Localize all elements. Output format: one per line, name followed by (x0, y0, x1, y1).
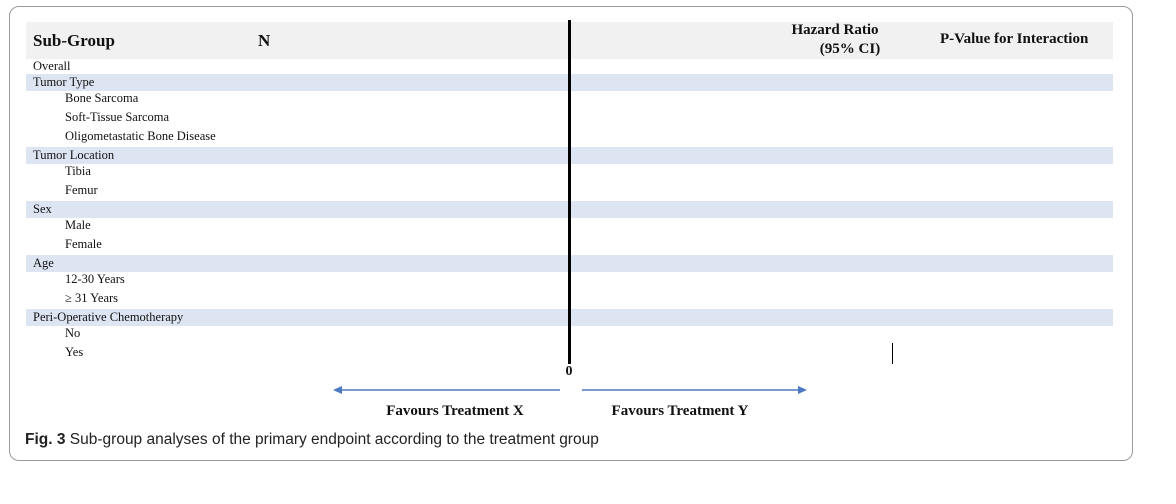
row-tibia: Tibia (65, 164, 91, 178)
row-oligometastatic-bone-disease: Oligometastatic Bone Disease (65, 129, 216, 143)
row-femur: Femur (65, 183, 98, 197)
left-arrow-head (333, 386, 342, 394)
axis-zero-label: 0 (565, 364, 573, 379)
row-chemo-yes: Yes (65, 345, 84, 359)
row-age-12-30: 12-30 Years (65, 272, 125, 286)
hazard-ratio-title: Hazard Ratio (791, 22, 879, 38)
row-male: Male (65, 218, 91, 232)
row-group-tumor-location: Tumor Location (33, 148, 115, 162)
subgroup-column-header: Sub-Group (33, 31, 115, 50)
hazard-ratio-ci: (95% CI) (819, 41, 881, 57)
row-overall: Overall (33, 59, 71, 73)
hazard-ratio-tick (892, 343, 893, 364)
row-group-chemotherapy: Peri-Operative Chemotherapy (33, 310, 184, 324)
reference-line (568, 20, 571, 364)
row-chemo-no: No (65, 326, 81, 340)
p-value-column-header: P-Value for Interaction (940, 31, 1089, 47)
figure-caption: Fig. 3 Sub-group analyses of the primary… (25, 431, 599, 449)
figure-caption-label: Fig. 3 (25, 431, 66, 448)
favours-treatment-y-label: Favours Treatment Y (611, 403, 749, 419)
right-arrow-head (798, 386, 807, 394)
favours-treatment-x-label: Favours Treatment X (386, 403, 524, 419)
row-group-tumor-type: Tumor Type (33, 75, 95, 89)
row-age-31-plus: ≥ 31 Years (65, 291, 119, 305)
row-group-age: Age (33, 256, 54, 270)
n-column-header: N (258, 31, 271, 50)
row-female: Female (65, 237, 102, 251)
figure-caption-text: Sub-group analyses of the primary endpoi… (69, 431, 599, 448)
row-soft-tissue-sarcoma: Soft-Tissue Sarcoma (65, 110, 170, 124)
row-bone-sarcoma: Bone Sarcoma (65, 91, 139, 105)
row-group-sex: Sex (33, 202, 52, 216)
hazard-ratio-column-header: Hazard Ratio (95% CI) (770, 21, 900, 59)
